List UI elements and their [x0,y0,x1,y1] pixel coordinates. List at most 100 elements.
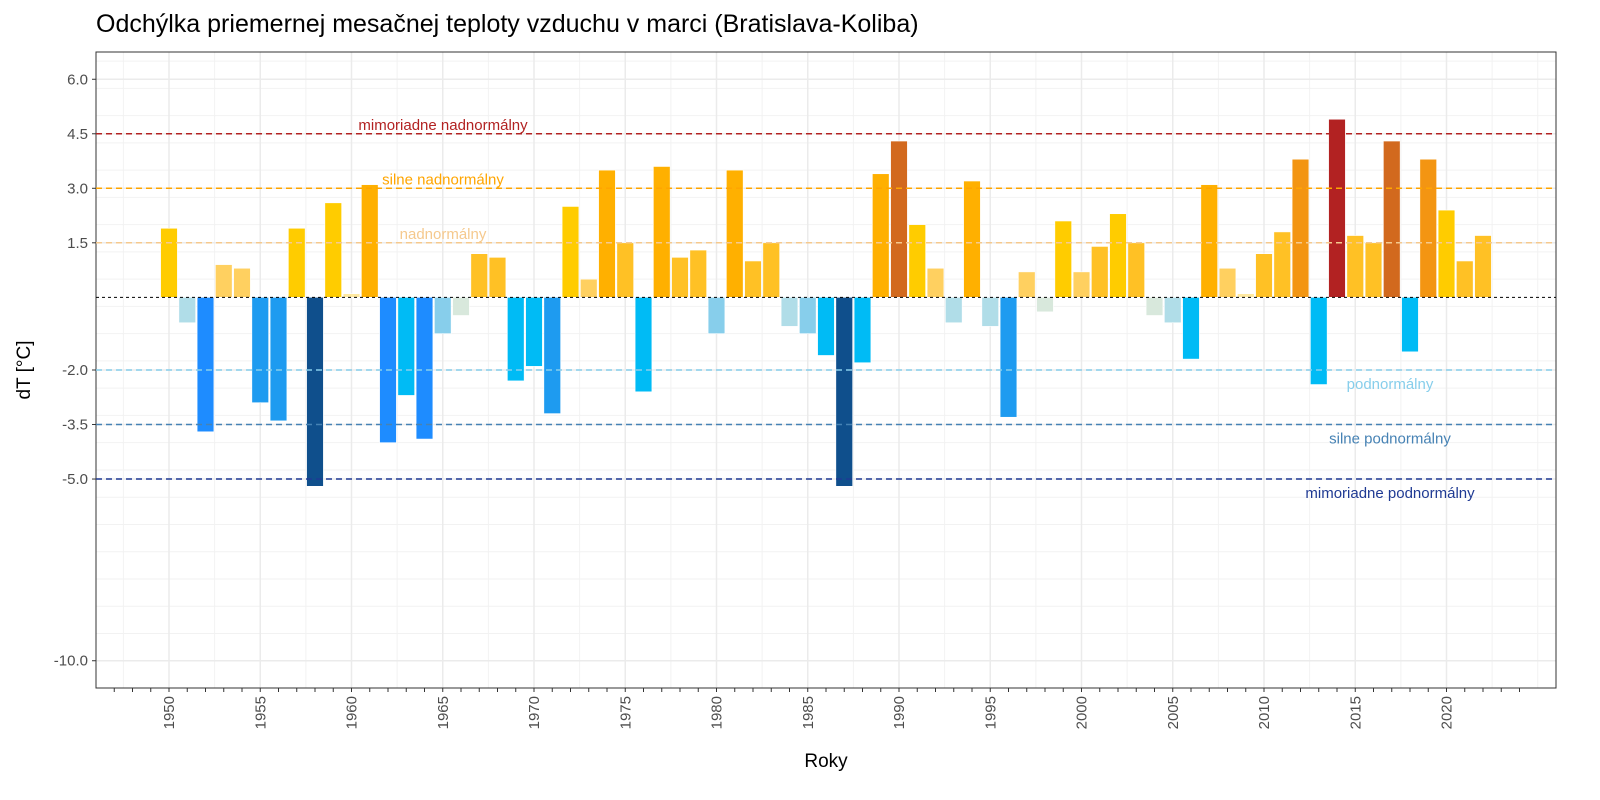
bar-1998 [1036,297,1054,313]
bar-1995 [981,297,999,327]
x-tick-label: 1995 [982,696,999,729]
bar-1961 [361,184,379,298]
bar-1976 [634,297,653,393]
bar-1997 [1018,271,1036,298]
bar-1999 [1054,220,1072,298]
bar-2010 [1255,253,1273,298]
bar-1952 [196,297,215,433]
bar-1972 [561,206,580,298]
x-tick-label: 1955 [252,696,269,729]
x-tick-label: 1950 [161,696,178,729]
bar-2004 [1145,297,1164,316]
bar-1967 [470,253,488,298]
bar-2014 [1328,118,1346,298]
bar-1975 [616,242,634,298]
bar-1983 [762,242,780,298]
x-axis-label: Roky [804,751,848,772]
bar-1959 [324,202,342,298]
bar-1971 [543,297,561,414]
bar-1969 [507,297,525,382]
reference-line-label: silne nadnormálny [382,171,504,188]
reference-line-label: nadnormálny [400,226,487,243]
x-tick-label: 2000 [1074,696,1091,729]
x-tick-label: 1970 [526,696,543,729]
x-tick-label: 2005 [1165,696,1182,729]
bar-1989 [872,173,890,298]
reference-lines: mimoriadne nadnormálny silne nadnormálny n… [96,117,1556,502]
bar-1977 [653,166,671,298]
y-tick-label: 6.0 [67,71,88,88]
bar-1982 [744,260,762,298]
y-tick-label: -10.0 [54,653,88,670]
bar-2002 [1109,213,1127,298]
reference-line-label: mimoriadne nadnormálny [358,117,528,134]
bar-1996 [999,297,1018,418]
bar-1987 [835,297,853,487]
bar-1974 [598,169,616,298]
bar-2000 [1072,271,1091,298]
x-tick-label: 1980 [709,696,726,729]
bar-1993 [945,297,963,324]
bar-1966 [452,297,470,316]
bar-2001 [1091,246,1109,298]
bar-1960 [342,293,361,298]
x-axis-ticks: 1950 1955 1960 1965 1970 1975 1980 1985 1990 1995… [113,688,1520,729]
x-tick-label: 2015 [1347,696,1364,729]
bar-1988 [853,297,872,364]
bar-2022 [1474,235,1492,298]
reference-line-label: silne podnormálny [1329,431,1451,448]
x-tick-label: 1975 [617,696,634,729]
bar-2016 [1364,242,1383,298]
bar-1973 [580,278,598,298]
bar-2020 [1437,209,1456,298]
bar-1978 [671,257,689,298]
bar-1991 [908,224,926,298]
x-tick-label: 2010 [1256,696,1273,729]
bar-1964 [415,297,434,440]
x-tick-label: 1990 [891,696,908,729]
bar-1954 [233,267,251,298]
y-axis-ticks: 6.0 4.5 3.0 1.5 -2.0 -3.5 -5.0 -10.0 [54,71,96,670]
bar-1992 [926,267,945,298]
x-tick-label: 1965 [435,696,452,729]
bar-2015 [1346,235,1364,298]
y-tick-label: 4.5 [67,126,88,143]
bars [160,118,1492,487]
bar-2012 [1291,158,1310,298]
bar-1956 [269,297,288,422]
y-axis-label: dT [°C] [14,341,35,400]
x-tick-label: 2020 [1439,696,1456,729]
y-tick-label: 3.0 [67,180,88,197]
bar-1990 [890,140,908,298]
x-tick-label: 1985 [800,696,817,729]
bar-2007 [1200,184,1218,298]
y-tick-label: -3.5 [62,417,88,434]
bar-2005 [1164,297,1182,324]
bar-1968 [488,257,507,298]
bar-1994 [963,180,981,298]
bar-2017 [1383,140,1401,298]
bar-1953 [215,264,233,298]
bar-1951 [178,297,196,324]
bar-1984 [780,297,799,327]
x-tick-label: 1960 [344,696,361,729]
bar-1981 [726,169,744,298]
y-tick-label: -2.0 [62,362,88,379]
bar-1955 [251,297,269,404]
bar-1965 [434,297,452,334]
bar-2008 [1218,267,1237,298]
chart-title: Odchýlka priemernej mesačnej teploty vzd… [96,10,919,38]
reference-line-label: mimoriadne podnormálny [1305,485,1475,502]
bar-2018 [1401,297,1419,353]
reference-line-label: podnormálny [1347,376,1434,393]
bar-1950 [160,227,178,298]
bar-2013 [1310,297,1328,385]
bar-1970 [525,297,543,367]
bar-2006 [1182,297,1200,360]
bar-2009 [1237,293,1255,298]
bar-2019 [1419,158,1437,298]
bar-1985 [799,297,817,334]
bar-2011 [1273,231,1291,298]
bar-2021 [1456,260,1474,298]
